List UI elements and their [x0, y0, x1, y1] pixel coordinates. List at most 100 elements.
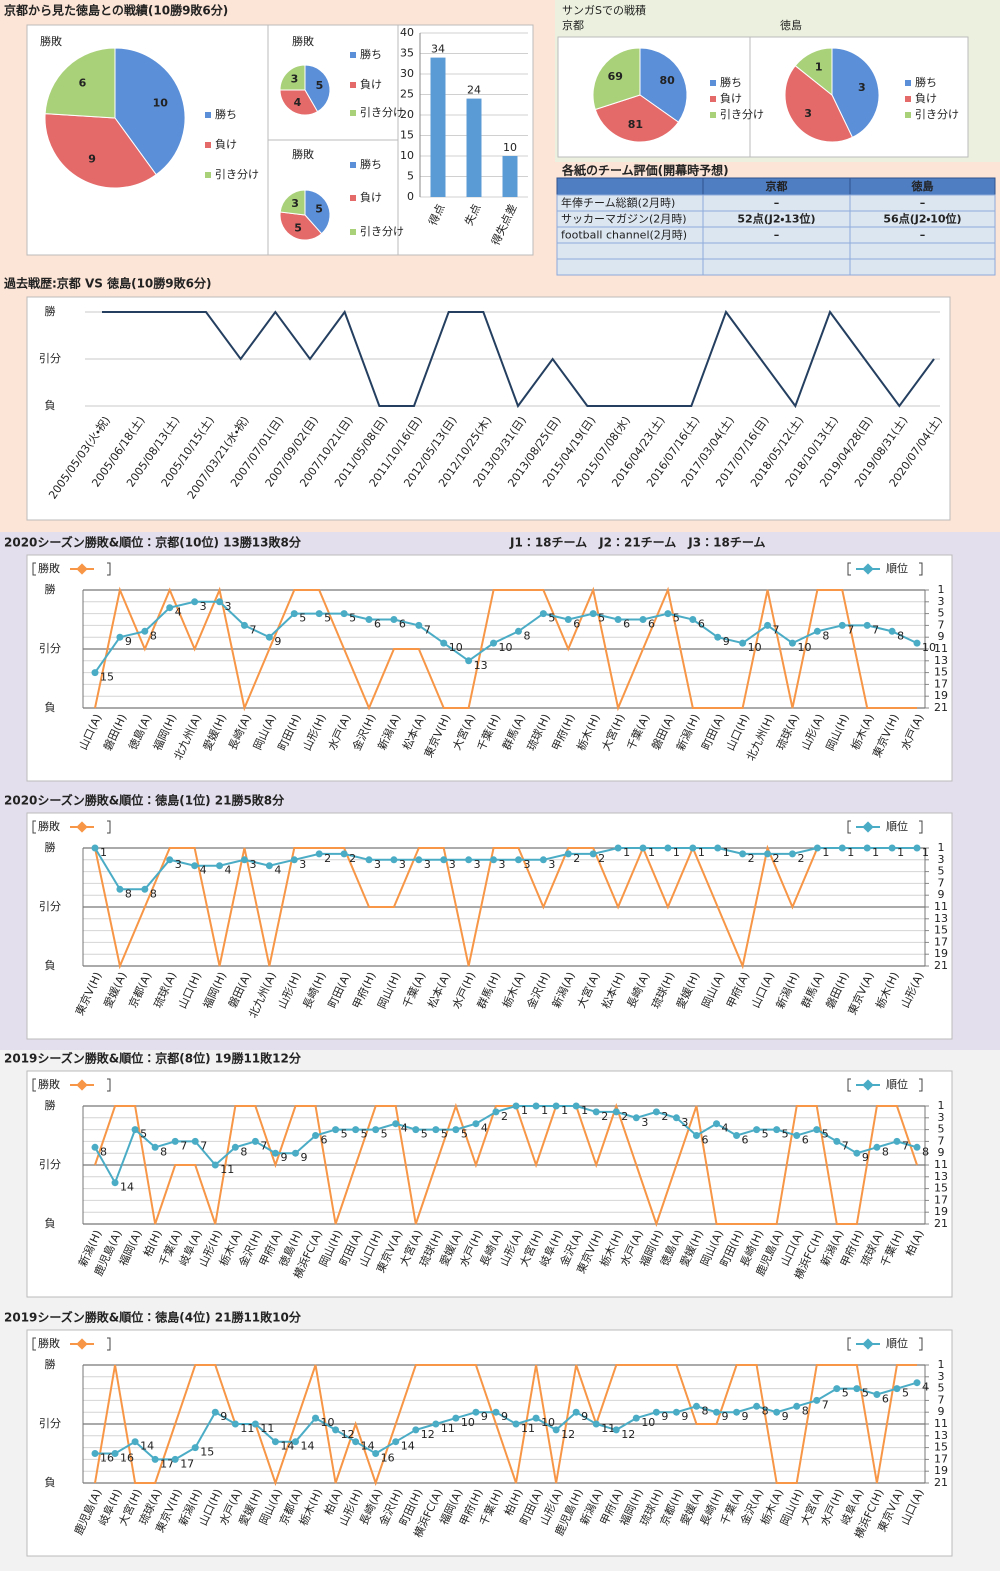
- data-point: [251, 1420, 259, 1428]
- y2-tick-label: 5: [938, 865, 945, 878]
- legend-swatch: [76, 1079, 88, 1091]
- data-label: 5: [349, 612, 356, 625]
- y2-tick-label: 17: [934, 1193, 948, 1206]
- data-label: 14: [401, 1440, 415, 1453]
- data-label: 2: [598, 852, 605, 865]
- panel: [26, 554, 953, 782]
- legend-label: 引き分け: [360, 224, 404, 238]
- pie-slice: [114, 47, 186, 176]
- data-point: [116, 633, 124, 641]
- data-point: [290, 856, 298, 864]
- data-label: 5: [441, 1128, 448, 1141]
- data-point: [612, 1108, 620, 1116]
- data-point: [415, 621, 423, 629]
- legend-label: 勝ち: [360, 47, 382, 61]
- data-label: 14: [140, 1440, 154, 1453]
- data-label: 10: [461, 1416, 475, 1429]
- y-tick-label: 負: [45, 1476, 56, 1489]
- data-label: 3: [474, 858, 481, 871]
- data-point: [589, 610, 597, 618]
- data-point: [539, 610, 547, 618]
- data-label: 3: [291, 197, 299, 210]
- table-cell: [556, 258, 704, 276]
- data-point: [739, 850, 747, 858]
- data-point: [340, 850, 348, 858]
- data-label: 5: [299, 612, 306, 625]
- data-point: [773, 1408, 781, 1416]
- data-label: 9: [300, 1151, 307, 1164]
- y2-tick-label: 11: [934, 1417, 948, 1430]
- y2-tick-label: 9: [938, 630, 945, 643]
- data-label: 6: [802, 1134, 809, 1147]
- legend-label: 勝敗: [38, 561, 60, 575]
- legend-swatch: [862, 1338, 874, 1350]
- data-point: [231, 1143, 239, 1151]
- bar: [502, 156, 518, 197]
- data-label: 10: [153, 96, 169, 109]
- data-label: 10: [541, 1416, 555, 1429]
- data-label: 9: [88, 153, 96, 166]
- data-point: [888, 844, 896, 852]
- data-point: [552, 1102, 560, 1110]
- data-point: [764, 850, 772, 858]
- data-label: 6: [882, 1393, 889, 1406]
- data-label: 3: [225, 600, 232, 613]
- legend-swatch: [710, 96, 716, 102]
- data-label: 15: [200, 1446, 214, 1459]
- data-label: 3: [449, 858, 456, 871]
- data-label: 12: [341, 1428, 355, 1441]
- pie-slice: [592, 47, 641, 111]
- data-point: [390, 616, 398, 623]
- data-point: [592, 1108, 600, 1116]
- data-label: 14: [280, 1440, 294, 1453]
- data-label: 1: [698, 846, 705, 859]
- table-cell: [849, 242, 996, 260]
- legend-label: 勝ち: [360, 157, 382, 171]
- y2-tick-label: 19: [934, 947, 948, 960]
- data-point: [664, 844, 672, 852]
- y2-tick-label: 19: [934, 1464, 948, 1477]
- data-label: 8: [762, 1404, 769, 1417]
- table-cell-text: –: [774, 229, 780, 242]
- data-point: [141, 627, 149, 635]
- data-label: 9: [782, 1410, 789, 1423]
- data-point: [788, 850, 796, 858]
- data-label: 10: [499, 641, 513, 654]
- y2-tick-label: 3: [938, 1370, 945, 1383]
- data-label: 5: [862, 1387, 869, 1400]
- table-cell: [702, 258, 851, 276]
- data-point: [191, 1444, 199, 1452]
- legend-swatch: [862, 821, 874, 833]
- legend-swatch: [905, 96, 911, 102]
- data-point: [689, 844, 697, 852]
- legend-swatch: [350, 110, 356, 116]
- data-label: 2: [501, 1110, 508, 1123]
- legend-bracket: [32, 1078, 36, 1092]
- y2-tick-label: 1: [938, 1099, 945, 1112]
- data-point: [412, 1426, 420, 1434]
- data-label: 3: [523, 858, 530, 871]
- y-tick-label: 勝: [45, 582, 56, 596]
- y2-tick-label: 5: [938, 1382, 945, 1395]
- data-point: [440, 856, 448, 864]
- y-tick-label: 負: [45, 959, 56, 972]
- y2-tick-label: 21: [934, 1217, 948, 1230]
- table-header-cell: 徳島: [911, 179, 934, 193]
- data-label: 12: [421, 1428, 435, 1441]
- data-point: [614, 844, 622, 852]
- y2-tick-label: 7: [938, 1134, 945, 1147]
- data-point: [913, 1143, 921, 1151]
- data-point: [692, 1132, 700, 1139]
- data-point: [853, 1385, 861, 1393]
- data-point: [913, 639, 921, 647]
- pie-slice: [594, 94, 680, 143]
- data-point: [392, 1120, 400, 1128]
- data-label: 8: [125, 887, 132, 900]
- data-point: [492, 1108, 500, 1116]
- data-label: 1: [897, 846, 904, 859]
- data-label: 1: [815, 60, 823, 73]
- data-label: 16: [120, 1452, 134, 1465]
- data-point: [689, 616, 697, 623]
